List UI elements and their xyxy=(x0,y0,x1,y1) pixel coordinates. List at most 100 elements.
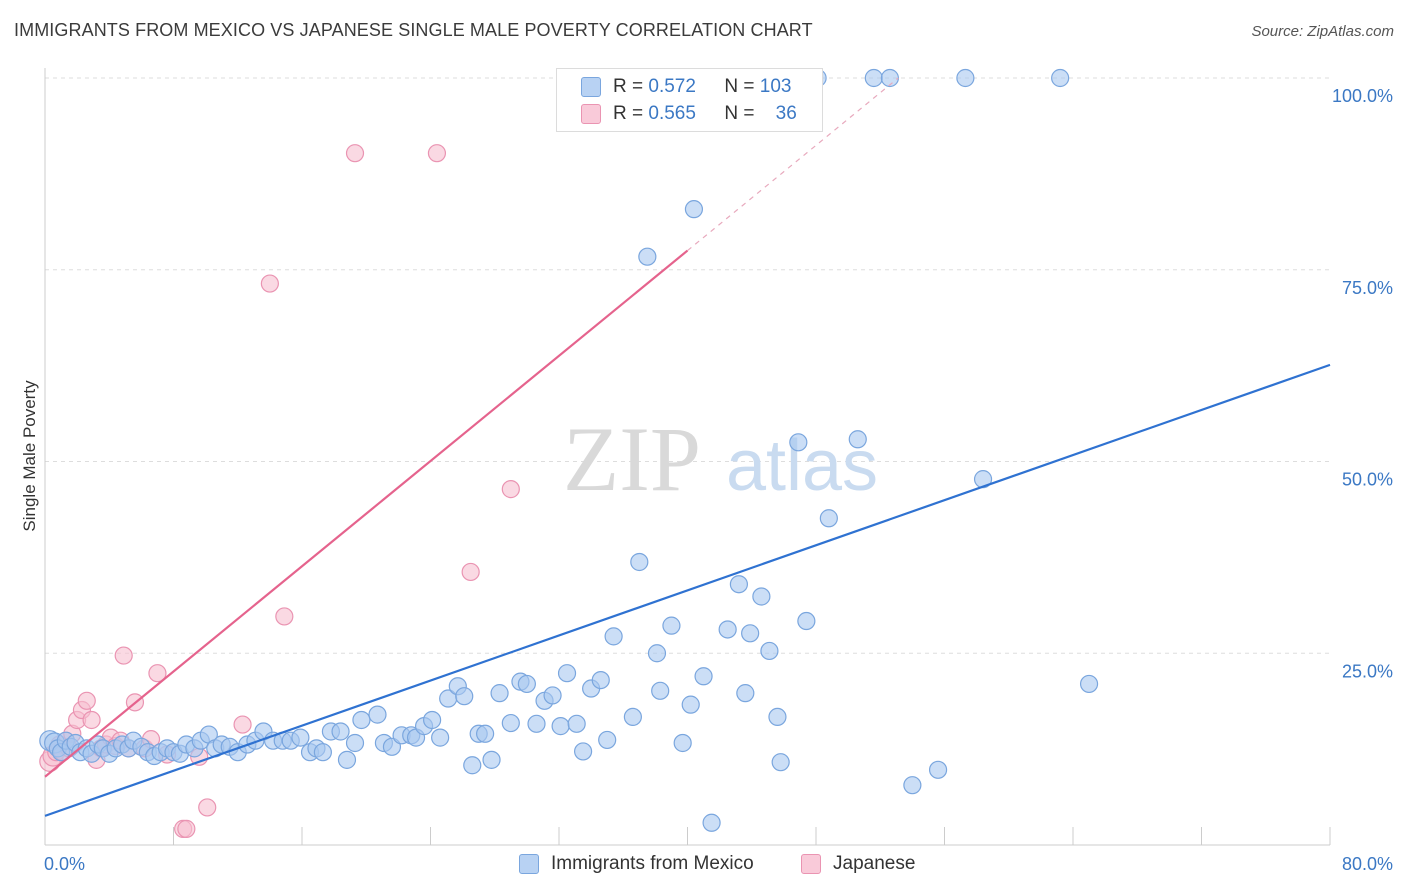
mexico-point xyxy=(702,813,721,832)
japanese-point xyxy=(501,480,520,499)
mexico-point xyxy=(880,68,899,88)
japanese-point xyxy=(177,819,196,838)
mexico-point xyxy=(598,730,617,750)
mexico-point xyxy=(482,750,501,769)
japanese-point xyxy=(198,798,217,817)
series-legend-japanese[interactable]: Japanese xyxy=(801,851,915,877)
mexico-point xyxy=(771,753,790,772)
mexico-points xyxy=(39,68,1099,832)
mexico-point xyxy=(848,430,867,449)
legend-swatch-japanese xyxy=(581,104,601,124)
chart-title: IMMIGRANTS FROM MEXICO VS JAPANESE SINGL… xyxy=(14,20,813,40)
mexico-point xyxy=(490,684,509,703)
mexico-point xyxy=(797,611,816,631)
mexico-point xyxy=(760,641,779,661)
mexico-point xyxy=(573,742,593,761)
mexico-point xyxy=(291,728,310,747)
y-axis-label: Single Male Poverty xyxy=(20,380,39,532)
legend-r-value: 0.572 xyxy=(648,76,696,97)
japanese-point xyxy=(148,664,167,683)
mexico-point xyxy=(956,68,975,88)
gridlines xyxy=(45,77,1332,654)
mexico-point xyxy=(647,644,667,663)
stats-legend: R = 0.572 N = 103 R = 0.565 N = 36 xyxy=(556,68,823,132)
japanese-point xyxy=(82,710,101,730)
legend-n-value: 36 xyxy=(775,103,797,124)
mexico-point xyxy=(455,687,474,706)
source-label: Source: ZipAtlas.com xyxy=(1251,23,1394,40)
mexico-point xyxy=(651,681,670,700)
series-swatch-mexico xyxy=(519,854,539,874)
mexico-point xyxy=(331,722,350,741)
mexico-point xyxy=(864,68,883,88)
mexico-point xyxy=(819,509,838,528)
mexico-point xyxy=(718,620,737,639)
mexico-point xyxy=(741,624,760,643)
mexico-point xyxy=(752,587,771,606)
mexico-point xyxy=(1079,674,1099,694)
legend-r-label: R = xyxy=(613,76,644,97)
series-legend-mexico[interactable]: Immigrants from Mexico xyxy=(519,851,754,877)
mexico-point xyxy=(352,710,371,730)
legend-row-mexico: R = 0.572 N = 103 xyxy=(581,74,791,100)
mexico-point xyxy=(729,575,749,594)
mexico-point xyxy=(768,707,787,727)
legend-n-label: N = xyxy=(724,76,755,97)
series-label-japanese: Japanese xyxy=(833,853,916,874)
axes xyxy=(44,68,1331,846)
watermark-zip: ZIP xyxy=(563,408,701,510)
japanese-trendline xyxy=(44,249,689,778)
legend-row-japanese: R = 0.565 N = 36 xyxy=(581,101,797,127)
mexico-point xyxy=(623,707,642,727)
y-tick-label: 100.0% xyxy=(1332,86,1393,106)
mexico-point xyxy=(684,200,704,219)
series-swatch-japanese xyxy=(801,854,821,874)
legend-r-label: R = xyxy=(613,103,644,124)
trendlines xyxy=(44,77,1331,817)
mexico-point xyxy=(517,674,536,694)
mexico-point xyxy=(551,717,570,736)
japanese-point xyxy=(275,607,294,626)
legend-n-value: 103 xyxy=(759,76,792,97)
mexico-point xyxy=(1051,68,1070,88)
japanese-point xyxy=(461,562,480,582)
mexico-point xyxy=(630,552,649,572)
mexico-point xyxy=(527,714,546,733)
series-label-mexico: Immigrants from Mexico xyxy=(551,853,754,874)
mexico-point xyxy=(368,705,387,724)
mexico-point xyxy=(463,756,482,775)
mexico-point xyxy=(591,670,610,690)
mexico-point xyxy=(638,247,657,266)
mexico-point xyxy=(789,433,808,452)
japanese-point xyxy=(233,715,252,734)
y-tick-label: 25.0% xyxy=(1342,661,1393,681)
japanese-point xyxy=(345,144,365,163)
mexico-point xyxy=(543,686,562,705)
legend-swatch-mexico xyxy=(581,77,601,97)
mexico-point xyxy=(345,733,365,753)
legend-r-value: 0.565 xyxy=(648,103,696,124)
mexico-point xyxy=(423,710,442,730)
mexico-point xyxy=(673,733,692,753)
y-tick-label: 75.0% xyxy=(1342,278,1393,298)
japanese-point xyxy=(260,274,279,293)
mexico-trendline xyxy=(44,363,1331,817)
mexico-point xyxy=(903,776,922,795)
mexico-point xyxy=(694,667,713,686)
mexico-point xyxy=(736,684,755,703)
mexico-point xyxy=(662,616,681,635)
x-tick-label: 0.0% xyxy=(44,854,85,874)
mexico-point xyxy=(337,750,357,769)
mexico-point xyxy=(476,724,495,743)
x-tick-label: 80.0% xyxy=(1342,854,1393,874)
mexico-point xyxy=(431,728,450,747)
mexico-point xyxy=(567,714,586,733)
japanese-point xyxy=(114,646,133,665)
mexico-point xyxy=(928,760,948,779)
mexico-point xyxy=(313,743,332,762)
mexico-point xyxy=(681,695,700,714)
mexico-point xyxy=(604,627,623,646)
tick-labels: 25.0% 50.0% 75.0% 100.0% 0.0% 80.0% xyxy=(44,86,1393,874)
mexico-point xyxy=(501,713,520,733)
